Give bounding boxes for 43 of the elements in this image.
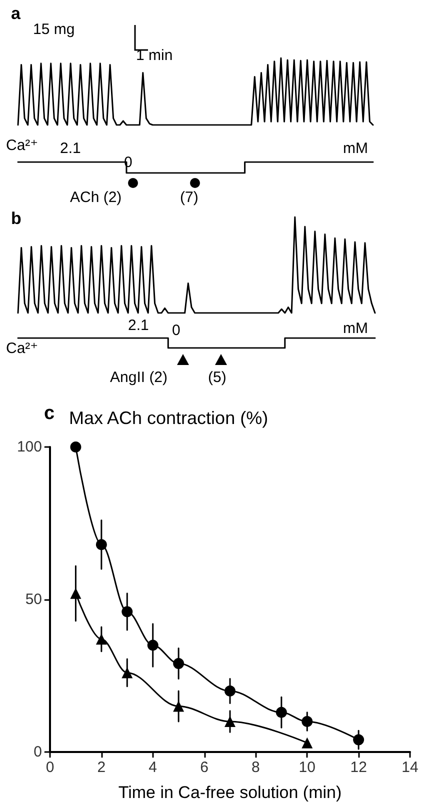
x-tick-label: 4: [148, 759, 158, 776]
point: [70, 442, 82, 452]
text: Ca²⁺: [6, 137, 38, 154]
text: (5): [208, 369, 226, 386]
text: 15 mg: [33, 21, 75, 38]
text: (7): [180, 189, 198, 206]
x-tick-label: 8: [252, 759, 260, 776]
point: [122, 606, 133, 618]
point: [70, 588, 82, 599]
point: [302, 716, 313, 727]
x-tick-label: 12: [350, 759, 367, 776]
x-tick-label: 6: [200, 759, 208, 776]
point: [173, 658, 184, 670]
x-tick-label: 0: [46, 759, 54, 776]
x-tick-label: 2: [97, 759, 106, 776]
point: [122, 667, 133, 678]
y-tick-label: 50: [25, 591, 42, 608]
point: [224, 716, 236, 727]
text: mM: [343, 140, 368, 157]
text: ACh (2): [70, 189, 122, 206]
point: [173, 700, 184, 712]
point: [276, 706, 287, 718]
text: 2.1: [60, 140, 81, 157]
x-tick-label: 14: [402, 759, 418, 776]
y-tick-label: 0: [34, 744, 42, 760]
text: c: [44, 403, 55, 424]
point: [96, 634, 107, 645]
point: [302, 737, 313, 748]
text: mM: [343, 320, 368, 337]
annotation: Ca²⁺: [6, 340, 38, 357]
point: [96, 539, 107, 550]
point: [224, 686, 236, 696]
y-tick-label: 100: [16, 438, 42, 456]
x-axis-title: Time in Ca-free solution (min): [118, 783, 342, 802]
point: [147, 640, 158, 651]
point: [353, 734, 364, 746]
text: 2.1: [128, 317, 149, 334]
chart-title: Max ACh contraction (%): [69, 408, 268, 428]
x-tick-label: 10: [298, 759, 316, 776]
chart-title: b: [11, 209, 22, 228]
chart-title: a: [11, 4, 21, 23]
annotation: 0: [172, 322, 180, 339]
text: AngII (2): [110, 369, 168, 386]
